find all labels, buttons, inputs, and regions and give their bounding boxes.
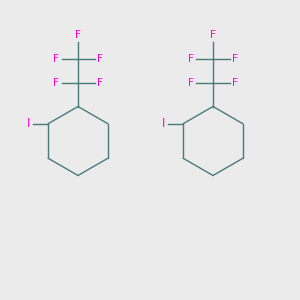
Text: F: F (53, 77, 59, 88)
Text: F: F (232, 77, 238, 88)
Text: F: F (232, 53, 238, 64)
Text: F: F (188, 77, 194, 88)
Text: F: F (97, 53, 103, 64)
Text: F: F (75, 30, 81, 40)
Text: F: F (53, 53, 59, 64)
Text: I: I (27, 117, 30, 130)
Text: F: F (97, 77, 103, 88)
Text: F: F (188, 53, 194, 64)
Text: F: F (210, 30, 216, 40)
Text: I: I (162, 117, 165, 130)
